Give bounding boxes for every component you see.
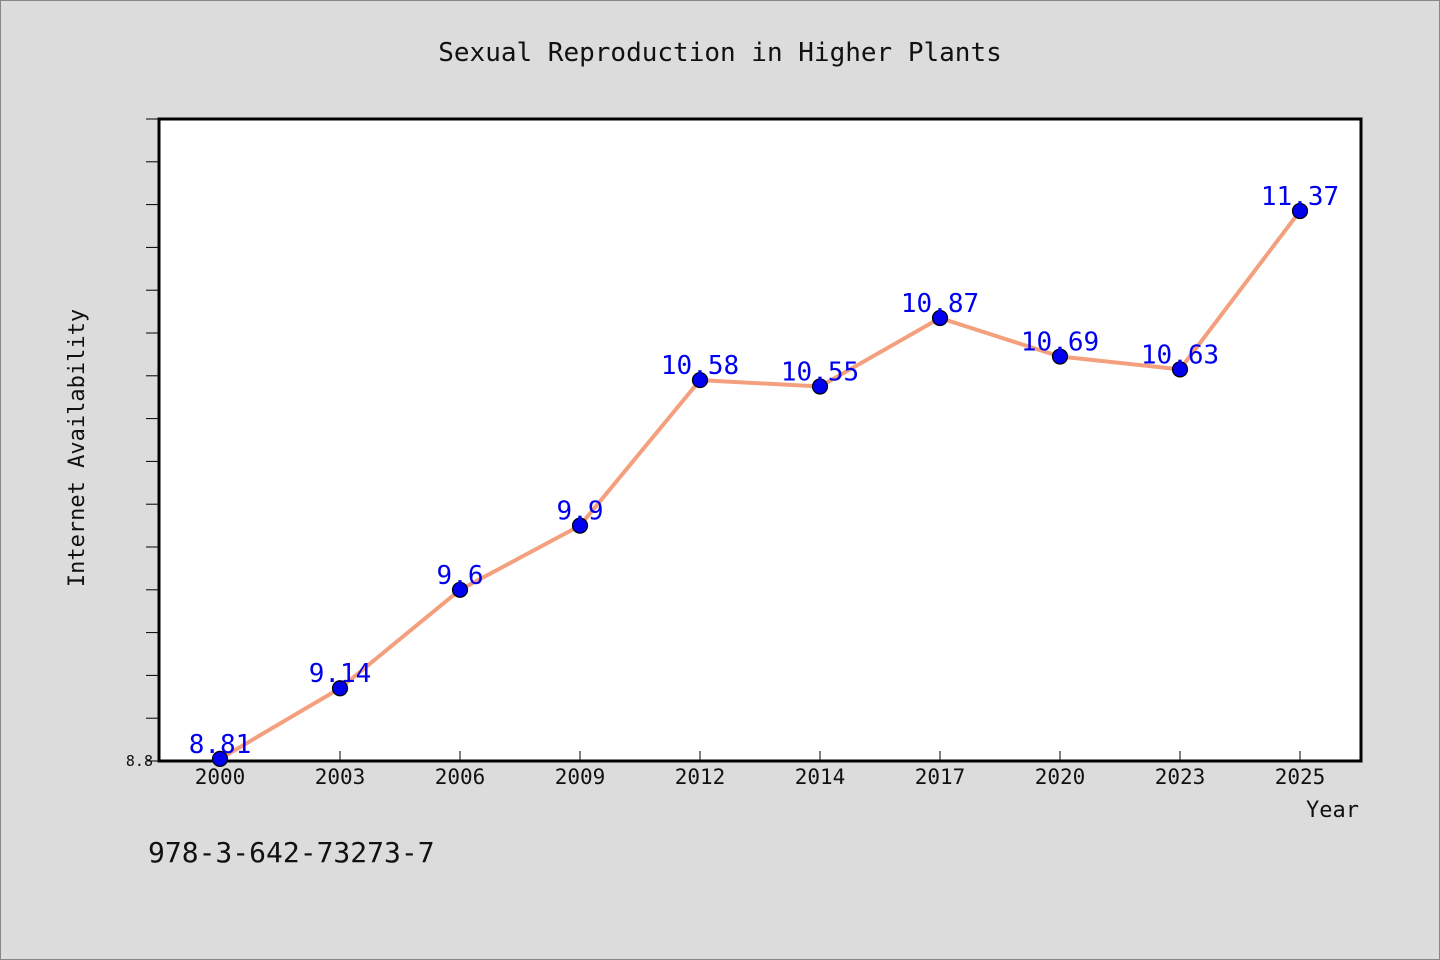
data-label: 10.58 <box>661 351 739 381</box>
data-label: 10.55 <box>781 358 859 388</box>
series-line <box>218 209 1302 761</box>
x-tick-label: 2006 <box>435 765 486 789</box>
data-label: 10.69 <box>1021 328 1099 358</box>
x-tick-label: 2012 <box>675 765 726 789</box>
data-label: 11.37 <box>1261 182 1339 212</box>
series-group <box>211 202 1309 767</box>
data-point <box>571 517 589 534</box>
plot-area <box>157 117 1363 763</box>
data-point <box>1051 348 1069 365</box>
data-label: 9.6 <box>437 561 484 591</box>
data-label: 8.81 <box>189 730 252 760</box>
data-point <box>211 750 229 767</box>
data-label: 9.14 <box>309 659 372 689</box>
data-point <box>931 309 949 327</box>
data-point <box>691 371 709 389</box>
x-tick-label: 2020 <box>1035 765 1086 789</box>
data-labels-group: 8.81 9.14 9.6 9.9 10.58 10.55 10.87 10.69 10.63 1… <box>189 182 1339 760</box>
data-label: 9.9 <box>557 497 604 527</box>
chart-title: Sexual Reproduction in Higher Plants <box>438 38 1002 68</box>
x-tick-label: 2009 <box>555 765 606 789</box>
x-tick-label: 2025 <box>1275 765 1326 789</box>
data-label: 10.87 <box>901 289 979 319</box>
data-point <box>1291 202 1309 220</box>
x-axis-ticks: 2000 2003 2006 2009 2012 2014 2017 2020 2023 2025 <box>195 751 1326 789</box>
y-axis-label: Internet Availability <box>65 309 90 587</box>
x-tick-label: 2023 <box>1155 765 1206 789</box>
y-tick-label: 8.8 <box>126 752 153 770</box>
data-point <box>1171 361 1189 378</box>
data-label: 10.63 <box>1141 340 1219 370</box>
data-point <box>331 680 349 697</box>
data-point <box>811 378 829 395</box>
isbn-caption: 978-3-642-73273-7 <box>148 836 435 869</box>
x-tick-label: 2000 <box>195 765 246 789</box>
x-tick-label: 2003 <box>315 765 366 789</box>
data-point <box>451 581 469 598</box>
x-tick-label: 2014 <box>795 765 846 789</box>
x-axis-label: Year <box>1306 798 1359 823</box>
x-tick-label: 2017 <box>915 765 966 789</box>
y-axis-minor-ticks: 8.8 <box>126 118 158 770</box>
